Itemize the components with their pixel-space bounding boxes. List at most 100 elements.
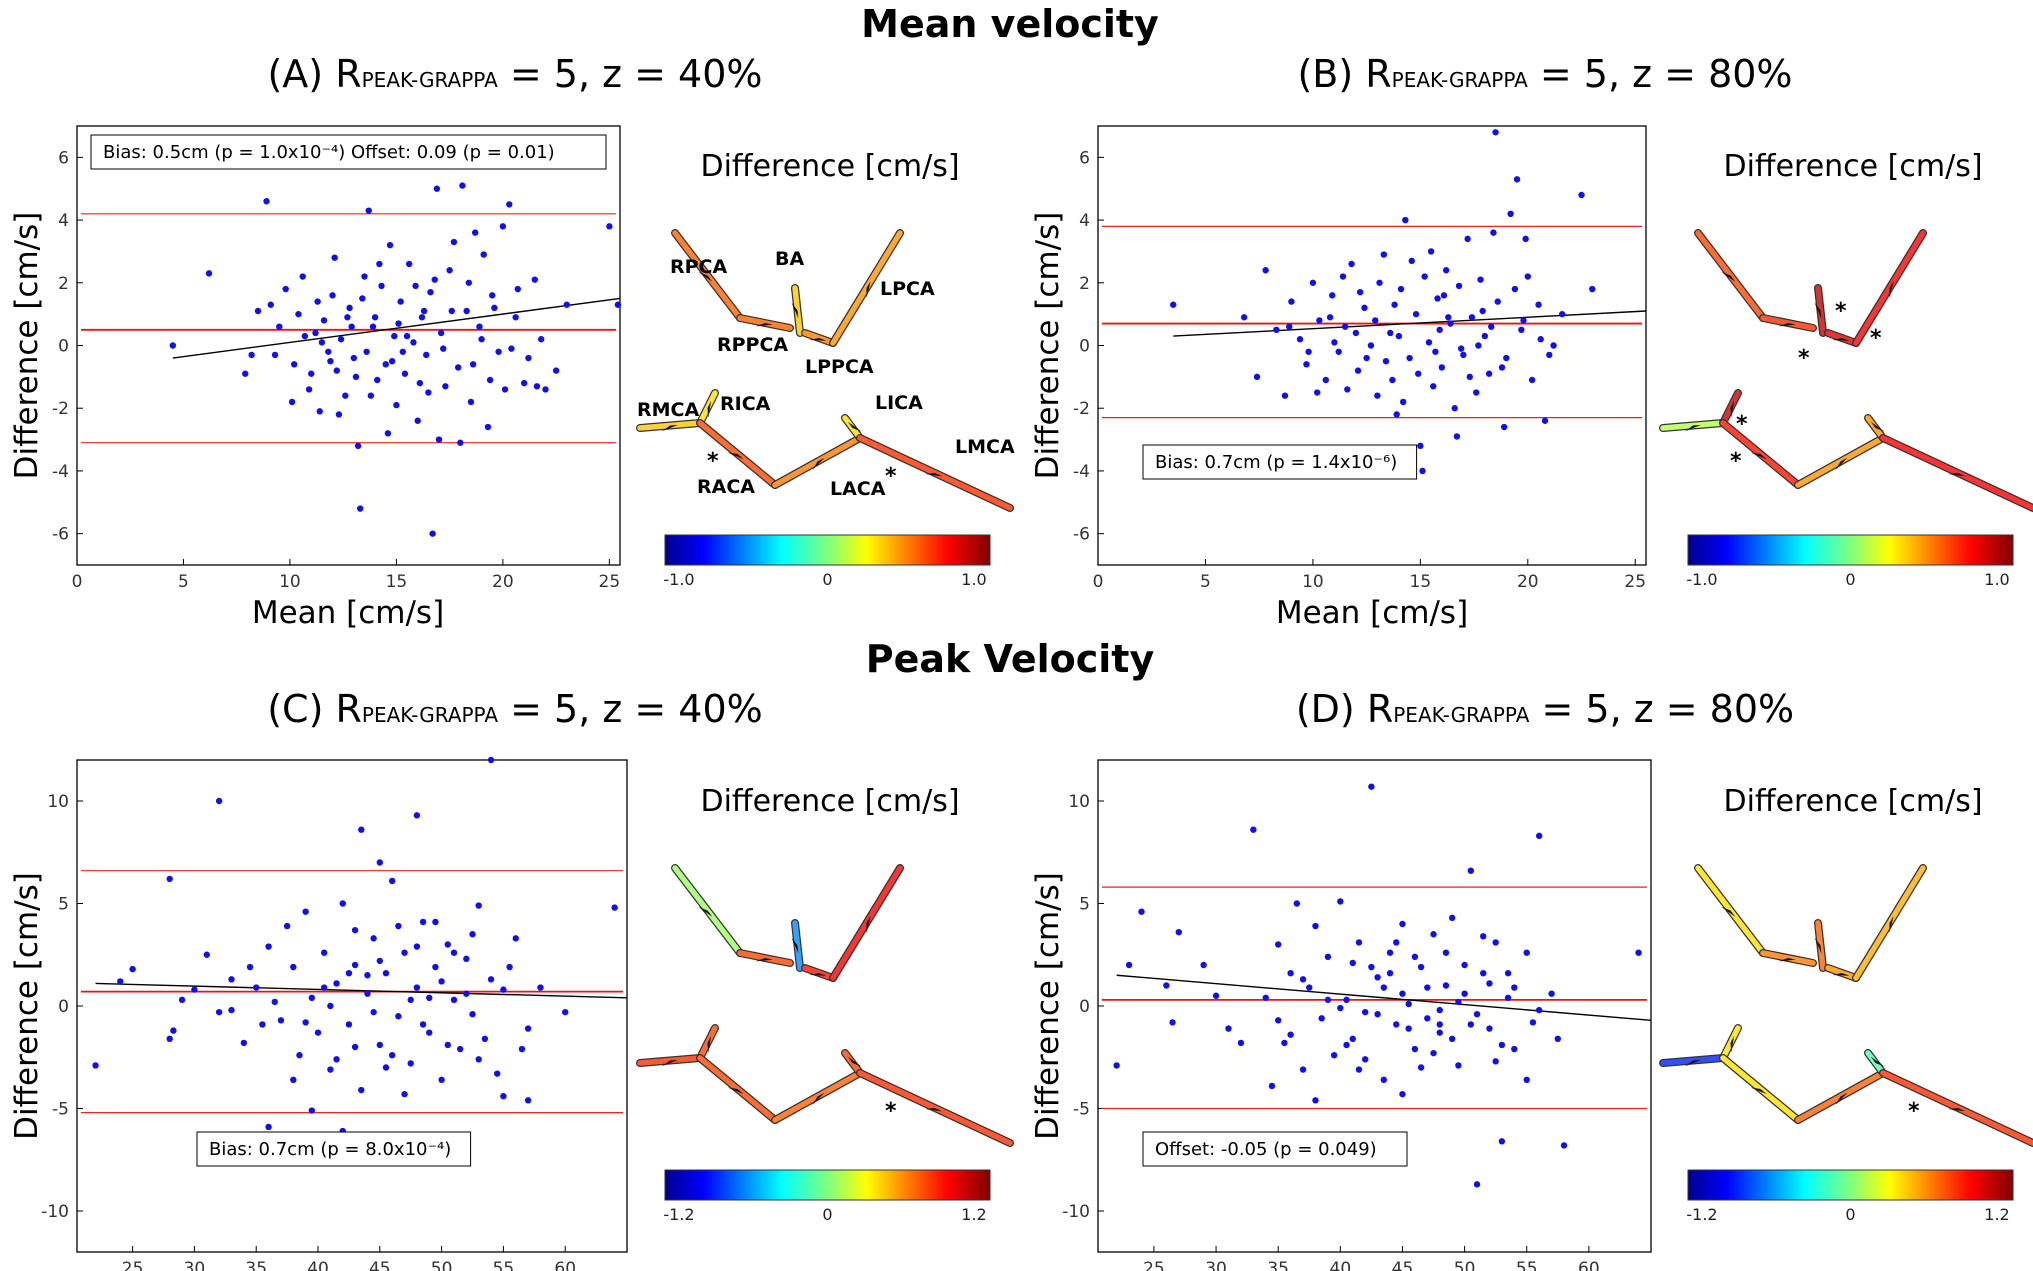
data-point — [263, 198, 270, 205]
data-point — [1460, 351, 1467, 359]
vessel-label-ba: BA — [775, 248, 804, 270]
data-point — [1299, 1066, 1307, 1073]
data-point — [472, 229, 479, 236]
data-point — [228, 1006, 235, 1014]
panel-title-main: (C) R — [267, 687, 362, 731]
vessel-label-lica: LICA — [875, 392, 923, 414]
data-point — [166, 1035, 173, 1043]
data-point — [1368, 963, 1375, 971]
panel-d: (D) RPEAK-GRAPPA = 5, z = 80% 25 30 35 40 45 5… — [1030, 687, 1794, 1271]
data-point — [512, 935, 519, 942]
y-tick-label: 0 — [1079, 337, 1090, 357]
data-point — [416, 379, 424, 387]
data-point — [370, 935, 377, 942]
data-point — [345, 1021, 353, 1028]
data-point — [478, 336, 485, 343]
data-point — [1447, 320, 1454, 327]
data-point — [1417, 1064, 1425, 1071]
panel-title-main: (B) R — [1297, 52, 1391, 96]
data-point — [463, 955, 470, 963]
data-point — [1274, 1017, 1282, 1024]
plot-frame — [76, 759, 628, 1253]
flow-arrow — [1870, 1056, 1885, 1067]
data-point — [290, 963, 297, 971]
data-point — [606, 223, 613, 230]
data-point — [333, 367, 340, 374]
data-point — [495, 348, 502, 355]
data-point — [1560, 1142, 1568, 1149]
data-point — [1442, 982, 1450, 989]
data-point — [1498, 1041, 1506, 1049]
significance-star: * — [1736, 412, 1748, 437]
data-point — [1417, 963, 1425, 971]
data-point — [506, 201, 513, 208]
data-point — [170, 1027, 177, 1034]
data-point — [518, 1045, 526, 1053]
colorbar-tick-label: -1.0 — [1686, 570, 1717, 589]
data-point — [1436, 1021, 1443, 1028]
data-point — [382, 1064, 390, 1071]
data-point — [1494, 298, 1501, 305]
data-point — [314, 1029, 322, 1036]
data-point — [203, 951, 210, 958]
data-point — [333, 980, 340, 987]
flow-arrow — [1948, 1108, 1966, 1112]
data-point — [320, 949, 328, 956]
data-point — [1504, 994, 1512, 1001]
data-point — [563, 301, 570, 308]
data-point — [215, 1008, 223, 1016]
data-point — [1169, 1019, 1176, 1026]
data-point — [1461, 990, 1468, 997]
data-point — [491, 304, 498, 312]
data-point — [552, 367, 560, 374]
data-point — [1337, 1004, 1344, 1012]
data-point — [345, 970, 353, 977]
data-point — [1386, 949, 1394, 956]
data-point — [302, 1019, 309, 1026]
vessel-label-lpca: LPCA — [880, 278, 935, 300]
data-point — [364, 972, 371, 979]
data-point — [1467, 867, 1475, 874]
data-point — [429, 530, 436, 537]
flow-arrow — [791, 937, 799, 954]
data-point — [277, 1017, 285, 1024]
data-point — [1314, 389, 1321, 396]
x-tick-label: 55 — [493, 1259, 515, 1271]
data-point — [1486, 980, 1493, 987]
data-point — [1380, 1076, 1388, 1084]
data-point — [1523, 1076, 1530, 1084]
vessel-label-rppca: RPPCA — [717, 334, 788, 356]
data-point — [524, 1025, 532, 1032]
data-point — [1250, 826, 1257, 833]
panel-title: (C) RPEAK-GRAPPA = 5, z = 40% — [267, 687, 763, 731]
data-point — [1455, 998, 1462, 1006]
colorbar — [664, 1169, 991, 1201]
stats-annotation: Bias: 0.7cm (p = 1.4x10⁻⁶) — [1155, 452, 1397, 473]
data-point — [312, 329, 319, 337]
flow-arrow — [1870, 421, 1885, 432]
data-point — [1397, 285, 1405, 293]
data-point — [1343, 1041, 1350, 1049]
data-point — [1438, 364, 1446, 371]
data-point — [327, 1002, 334, 1010]
y-tick-label: 4 — [58, 211, 69, 231]
data-point — [533, 383, 541, 390]
data-point — [469, 361, 477, 368]
data-point — [335, 411, 343, 418]
data-point — [506, 963, 513, 971]
data-point — [413, 943, 421, 950]
data-point — [1473, 1011, 1481, 1018]
flow-arrow — [755, 323, 773, 327]
data-point — [486, 376, 494, 384]
data-point — [614, 301, 622, 308]
data-point — [169, 342, 177, 349]
panel-title: (B) RPEAK-GRAPPA = 5, z = 80% — [1297, 52, 1792, 96]
data-point — [1455, 1062, 1462, 1069]
panel-title-subscript: PEAK-GRAPPA — [1393, 703, 1529, 727]
data-point — [1436, 326, 1443, 334]
data-point — [1468, 314, 1476, 321]
flow-arrow — [1814, 302, 1822, 319]
data-point — [288, 398, 296, 406]
data-point — [456, 1045, 464, 1053]
data-point — [420, 307, 428, 315]
